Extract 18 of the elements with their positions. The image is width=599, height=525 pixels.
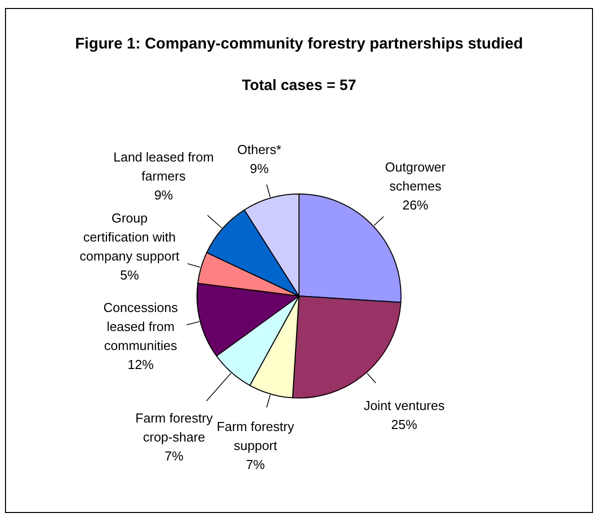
slice-label: Others* [237,142,282,157]
data-label: 25% [391,416,418,432]
slice-label: Farm forestry support [216,418,295,453]
data-label: 9% [154,188,174,203]
slice-label: Land leased from farmers [113,150,214,184]
data-label: 5% [120,267,140,282]
data-label: 9% [250,160,270,176]
data-label: 12% [128,357,154,372]
chart-subtitle: Total cases = 57 [242,77,356,94]
data-label: 7% [164,448,184,464]
data-label: 26% [402,198,429,213]
slice-label: Concessions leased from communities [103,300,178,354]
chart-title: Figure 1: Company-community forestry partnerships studied [75,36,523,52]
slice-label: Joint ventures [364,398,446,413]
legend-label: Group certification with company support [80,210,180,264]
data-label: 7% [246,456,266,472]
slice-label: Outgrower schemes [385,160,446,194]
slice-label: Farm forestry crop-share [135,410,214,445]
